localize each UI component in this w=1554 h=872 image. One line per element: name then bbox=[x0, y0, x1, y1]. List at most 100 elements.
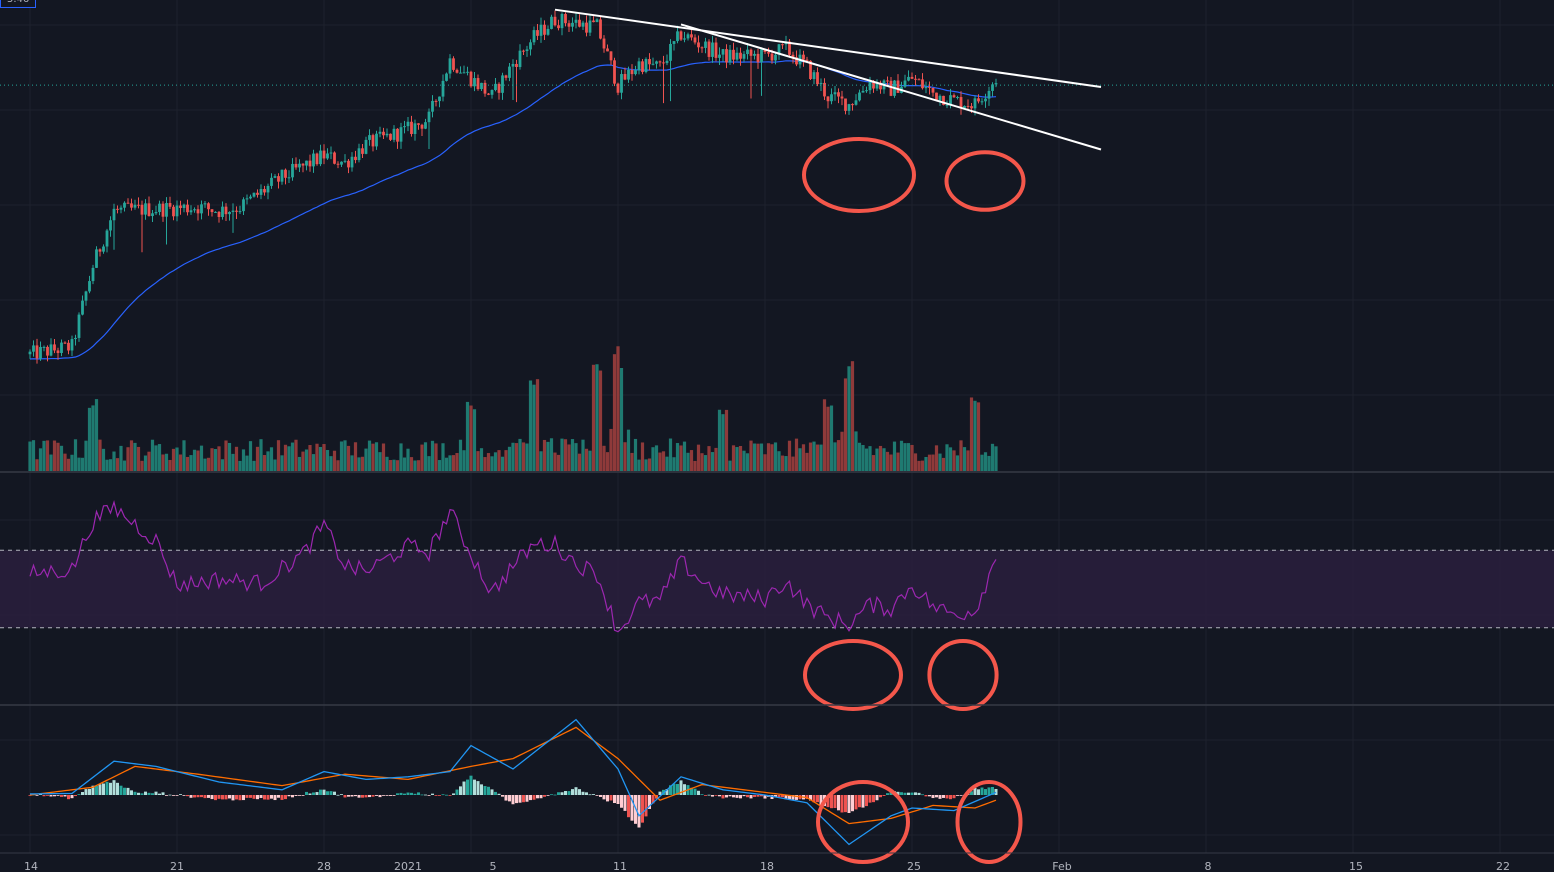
macd-histogram-bar bbox=[851, 795, 854, 812]
macd-histogram-bar bbox=[676, 784, 679, 795]
volume-bar bbox=[94, 399, 99, 471]
candle-body bbox=[518, 50, 522, 67]
macd-histogram-bar bbox=[742, 795, 746, 797]
volume-bar bbox=[574, 443, 578, 471]
volume-bar bbox=[878, 445, 883, 471]
macd-histogram-bar bbox=[865, 795, 868, 807]
volume-bar bbox=[283, 444, 288, 471]
macd-histogram-bar bbox=[977, 789, 980, 795]
macd-histogram-bar bbox=[403, 793, 406, 795]
candle-body bbox=[718, 54, 721, 58]
annotation-circle[interactable] bbox=[816, 780, 910, 864]
candle-body bbox=[403, 126, 406, 128]
annotation-circles[interactable] bbox=[802, 137, 1026, 864]
macd-histogram-bar bbox=[217, 795, 221, 799]
trendline[interactable] bbox=[680, 23, 1102, 151]
macd-histogram-bar bbox=[315, 792, 319, 795]
macd-histogram-bar bbox=[714, 795, 718, 796]
volume-bar bbox=[70, 454, 74, 471]
candle-body bbox=[231, 210, 235, 212]
volume-bar bbox=[385, 456, 389, 471]
macd-histogram-bar bbox=[147, 792, 151, 795]
volume-bar bbox=[598, 370, 603, 471]
volume-bar bbox=[808, 442, 813, 471]
candle-body bbox=[301, 163, 305, 166]
macd-histogram-bar bbox=[921, 794, 924, 796]
volume-bar bbox=[294, 439, 298, 471]
candle-body bbox=[245, 198, 249, 200]
candle-body bbox=[298, 163, 301, 168]
volume-bar bbox=[703, 455, 708, 471]
annotation-circle[interactable] bbox=[803, 639, 903, 711]
macd-pane bbox=[28, 718, 998, 846]
macd-histogram-bar bbox=[252, 795, 256, 799]
volume-bar bbox=[430, 440, 435, 471]
volume-bar bbox=[539, 451, 543, 471]
volume-bar bbox=[903, 443, 907, 471]
macd-histogram-bar bbox=[816, 795, 819, 803]
macd-histogram-bar bbox=[172, 795, 175, 796]
candle-body bbox=[585, 22, 588, 33]
volume-bar bbox=[472, 409, 477, 471]
candle-body bbox=[182, 204, 186, 209]
candle-body bbox=[805, 59, 809, 61]
volume-bar bbox=[213, 449, 218, 471]
candle-body bbox=[546, 28, 550, 35]
candle-body bbox=[88, 281, 91, 292]
macd-histogram-bar bbox=[336, 794, 340, 796]
volume-bar bbox=[476, 451, 480, 471]
candle-body bbox=[931, 87, 935, 93]
candle-body bbox=[476, 78, 480, 90]
volume-bar bbox=[658, 452, 662, 471]
annotation-circle[interactable] bbox=[802, 137, 916, 213]
volume-bar bbox=[490, 456, 494, 471]
candle-body bbox=[406, 121, 410, 127]
volume-bar bbox=[854, 431, 858, 471]
macd-histogram-bar bbox=[487, 786, 490, 795]
macd-histogram-bar bbox=[700, 794, 704, 796]
volume-bar bbox=[493, 452, 498, 471]
candle-body bbox=[732, 49, 735, 60]
volume-bar bbox=[161, 454, 165, 471]
annotation-circle[interactable] bbox=[944, 150, 1026, 212]
candle-body bbox=[273, 176, 277, 178]
volume-bar bbox=[924, 456, 928, 471]
volume-bar bbox=[241, 449, 246, 471]
macd-histogram-bar bbox=[536, 795, 539, 799]
volume-bar bbox=[514, 443, 519, 471]
volume-bar bbox=[504, 450, 508, 471]
time-axis-label: 11 bbox=[613, 860, 627, 872]
pane-separators[interactable] bbox=[0, 471, 1554, 706]
annotation-circle[interactable] bbox=[927, 639, 999, 711]
macd-histogram-bar bbox=[392, 795, 396, 796]
volume-bar bbox=[339, 441, 344, 471]
volume-bar bbox=[409, 457, 414, 471]
candle-body bbox=[175, 205, 179, 217]
candle-body bbox=[207, 203, 210, 210]
macd-histogram-bar bbox=[420, 794, 424, 796]
candle-body bbox=[529, 42, 532, 50]
candle-body bbox=[413, 123, 417, 134]
trendlines[interactable] bbox=[554, 8, 1102, 151]
candle-body bbox=[32, 345, 35, 352]
trendline[interactable] bbox=[554, 8, 1102, 88]
time-axis-label: 25 bbox=[907, 860, 921, 872]
volume-bar bbox=[469, 405, 473, 471]
volume-bar bbox=[693, 460, 697, 471]
macd-histogram-bar bbox=[935, 795, 938, 798]
candle-body bbox=[753, 53, 756, 56]
volume-bar bbox=[500, 456, 505, 471]
volume-bar bbox=[332, 450, 337, 471]
annotation-circle[interactable] bbox=[955, 780, 1023, 864]
volume-bar bbox=[77, 457, 81, 471]
macd-histogram-bar bbox=[721, 795, 725, 799]
volume-bar bbox=[563, 439, 568, 471]
volume-bar bbox=[154, 445, 158, 471]
volume-bar bbox=[861, 445, 865, 471]
volume-bar bbox=[87, 407, 92, 471]
candle-body bbox=[161, 203, 165, 217]
macd-histogram-bar bbox=[133, 791, 137, 795]
candle-body bbox=[830, 94, 833, 102]
